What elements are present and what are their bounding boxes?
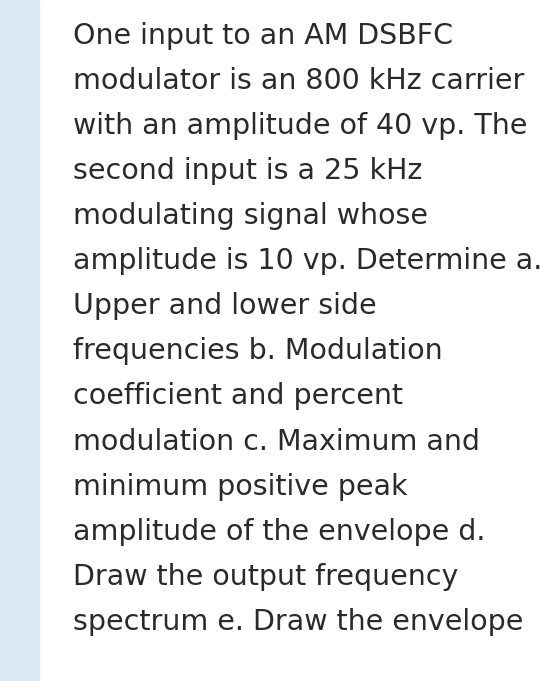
Text: Draw the output frequency: Draw the output frequency	[73, 563, 458, 591]
Text: modulation c. Maximum and: modulation c. Maximum and	[73, 428, 480, 456]
Text: One input to an AM DSBFC: One input to an AM DSBFC	[73, 22, 453, 50]
Text: modulating signal whose: modulating signal whose	[73, 202, 428, 230]
Text: with an amplitude of 40 vp. The: with an amplitude of 40 vp. The	[73, 112, 527, 140]
Text: spectrum e. Draw the envelope: spectrum e. Draw the envelope	[73, 608, 523, 636]
Text: modulator is an 800 kHz carrier: modulator is an 800 kHz carrier	[73, 67, 524, 95]
Text: amplitude of the envelope d.: amplitude of the envelope d.	[73, 518, 485, 545]
Text: second input is a 25 kHz: second input is a 25 kHz	[73, 157, 422, 185]
Text: coefficient and percent: coefficient and percent	[73, 383, 403, 411]
Text: Upper and lower side: Upper and lower side	[73, 292, 376, 320]
Text: frequencies b. Modulation: frequencies b. Modulation	[73, 337, 442, 366]
Text: minimum positive peak: minimum positive peak	[73, 473, 408, 501]
Text: amplitude is 10 vp. Determine a.: amplitude is 10 vp. Determine a.	[73, 247, 540, 275]
